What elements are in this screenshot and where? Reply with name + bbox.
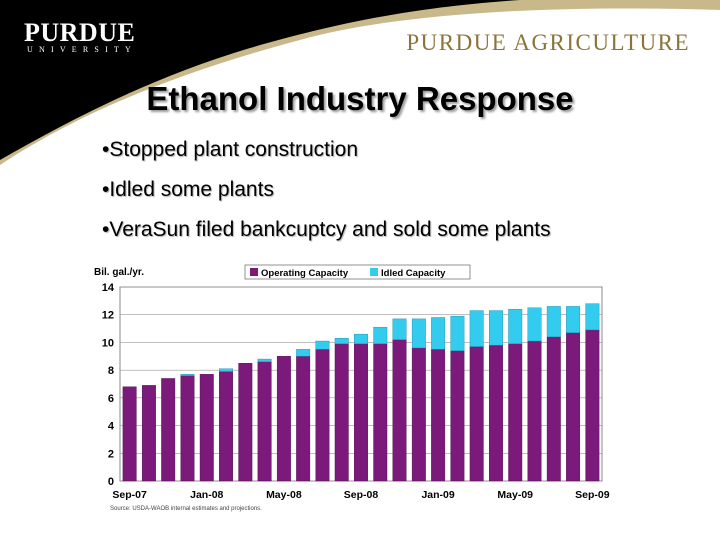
bar-operating-capacity	[585, 329, 600, 482]
bar-operating-capacity	[141, 385, 156, 482]
x-tick-label: May-09	[497, 489, 533, 501]
bar-operating-capacity	[431, 349, 446, 482]
x-tick-label: May-08	[266, 489, 302, 501]
bar-operating-capacity	[296, 356, 311, 482]
bar-idled-capacity	[469, 310, 484, 347]
y-tick-label: 2	[108, 448, 114, 460]
bar-operating-capacity	[527, 340, 542, 482]
bar-operating-capacity	[161, 378, 176, 482]
bar-idled-capacity	[431, 317, 446, 350]
slide-title: Ethanol Industry Response	[146, 80, 574, 117]
bullet-list: •Stopped plant construction •Idled some …	[102, 137, 551, 257]
purdue-logo-subtitle: UNIVERSITY	[27, 45, 137, 54]
bar-idled-capacity	[334, 338, 349, 345]
bar-idled-capacity	[450, 315, 465, 351]
legend-box	[244, 264, 471, 280]
legend-label-operating: Operating Capacity	[261, 268, 349, 279]
bar-idled-capacity	[373, 326, 388, 345]
bar-operating-capacity	[489, 344, 503, 482]
bar-operating-capacity	[508, 343, 523, 482]
bar-operating-capacity	[392, 339, 407, 482]
bullet-item: •Idled some plants	[102, 178, 274, 201]
y-tick-label: 10	[102, 337, 114, 349]
bar-idled-capacity	[566, 306, 581, 333]
bar-operating-capacity	[199, 374, 214, 482]
y-tick-label: 0	[108, 476, 114, 488]
bar-idled-capacity	[392, 318, 407, 340]
bar-operating-capacity	[354, 343, 368, 482]
y-tick-label: 14	[102, 282, 115, 294]
bar-operating-capacity	[122, 386, 137, 482]
bar-idled-capacity	[411, 318, 426, 349]
bar-operating-capacity	[315, 349, 330, 482]
bar-idled-capacity	[219, 368, 233, 372]
bar-operating-capacity	[450, 350, 465, 482]
y-tick-label: 8	[108, 365, 114, 377]
x-tick-label: Jan-08	[190, 489, 223, 501]
x-tick-label: Sep-07	[112, 489, 147, 501]
bar-operating-capacity	[276, 356, 291, 482]
bar-operating-capacity	[546, 336, 561, 482]
bullet-item: •Stopped plant construction	[102, 138, 359, 161]
bar-idled-capacity	[585, 303, 600, 331]
legend-swatch-operating	[250, 268, 258, 276]
legend-label-idled: Idled Capacity	[381, 268, 446, 279]
bar-operating-capacity	[219, 371, 233, 482]
y-axis-label: Bil. gal./yr.	[94, 267, 144, 278]
bar-idled-capacity	[489, 310, 503, 346]
chart-source: Source: USDA-WAOB internal estimates and…	[110, 506, 262, 512]
bar-idled-capacity	[257, 358, 272, 363]
y-tick-label: 12	[102, 310, 114, 322]
department-name: PURDUE AGRICULTURE	[406, 30, 690, 55]
bar-operating-capacity	[334, 343, 349, 482]
bar-operating-capacity	[257, 361, 272, 482]
bar-idled-capacity	[527, 307, 542, 342]
x-tick-label: Sep-08	[344, 489, 379, 501]
bar-idled-capacity	[354, 333, 368, 345]
bar-operating-capacity	[411, 347, 426, 482]
bar-operating-capacity	[566, 332, 581, 482]
bar-operating-capacity	[180, 375, 195, 482]
bar-idled-capacity	[296, 349, 311, 357]
x-tick-label: Sep-09	[575, 489, 610, 501]
y-tick-label: 6	[108, 393, 114, 405]
bar-operating-capacity	[238, 363, 253, 482]
bar-idled-capacity	[508, 308, 523, 345]
capacity-chart: 0 2 4 6 8 10 12 14 Bil. gal./yr. Sep-07 Jan-08 May-…	[94, 264, 610, 501]
purdue-logo: PURDUE	[24, 18, 136, 47]
header-banner	[0, 0, 720, 165]
legend-swatch-idled	[370, 268, 378, 276]
bar-idled-capacity	[546, 306, 561, 338]
bar-idled-capacity	[315, 340, 330, 350]
bar-idled-capacity	[180, 374, 195, 376]
x-tick-label: Jan-09	[421, 489, 454, 501]
bar-operating-capacity	[373, 343, 388, 482]
bullet-item: •VeraSun filed bankcuptcy and sold some …	[102, 218, 551, 241]
bar-operating-capacity	[469, 346, 484, 482]
y-tick-label: 4	[108, 421, 115, 433]
